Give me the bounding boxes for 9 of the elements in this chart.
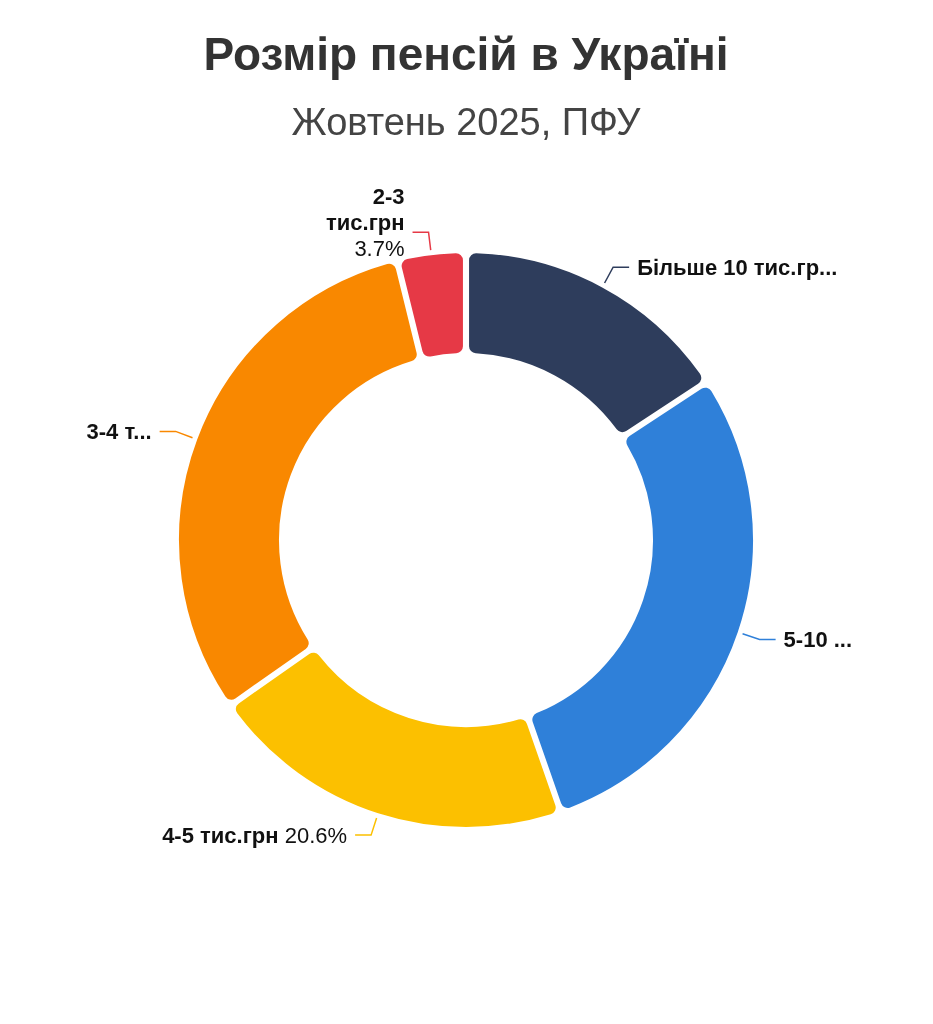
slice-label: 2-3 тис.грн — [325, 184, 405, 236]
slice-label: 5-10 ... — [783, 627, 853, 653]
slice-label: 4-5 тис.грн — [162, 823, 279, 849]
slice-label: Більше 10 тис.гр... — [637, 255, 838, 281]
slice-label: 3-4 т... — [86, 419, 152, 445]
data-label: 3.7% — [354, 236, 405, 262]
data-label: 20.6% — [278, 823, 348, 849]
chart-subtitle: Жовтень 2025, ПФУ — [291, 101, 642, 143]
chart-title: Розмір пенсій в Україні — [203, 28, 729, 80]
